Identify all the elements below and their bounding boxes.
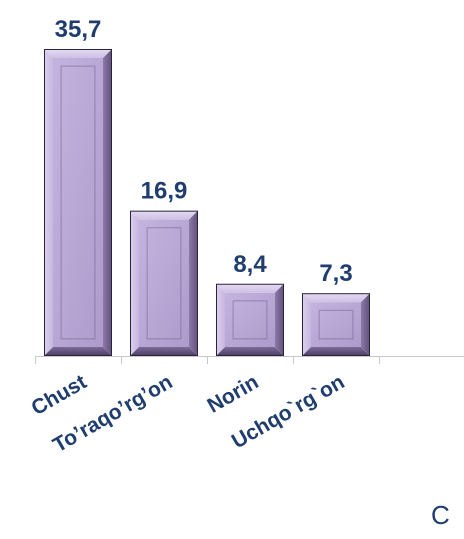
bars: [44, 49, 370, 356]
data-label-1: 35,7: [55, 16, 102, 43]
bar-1: [44, 49, 112, 356]
partial-text-fragment: C: [431, 500, 450, 530]
data-label-3: 8,4: [233, 251, 267, 278]
bar-2: [130, 210, 198, 356]
data-label-2: 16,9: [141, 178, 188, 205]
category-label-3: Norin: [204, 370, 263, 417]
bar-3: [216, 283, 284, 356]
x-axis: [35, 356, 464, 364]
data-label-4: 7,3: [319, 260, 352, 287]
category-label-1: Chust: [27, 370, 90, 420]
bar-4: [302, 293, 370, 356]
